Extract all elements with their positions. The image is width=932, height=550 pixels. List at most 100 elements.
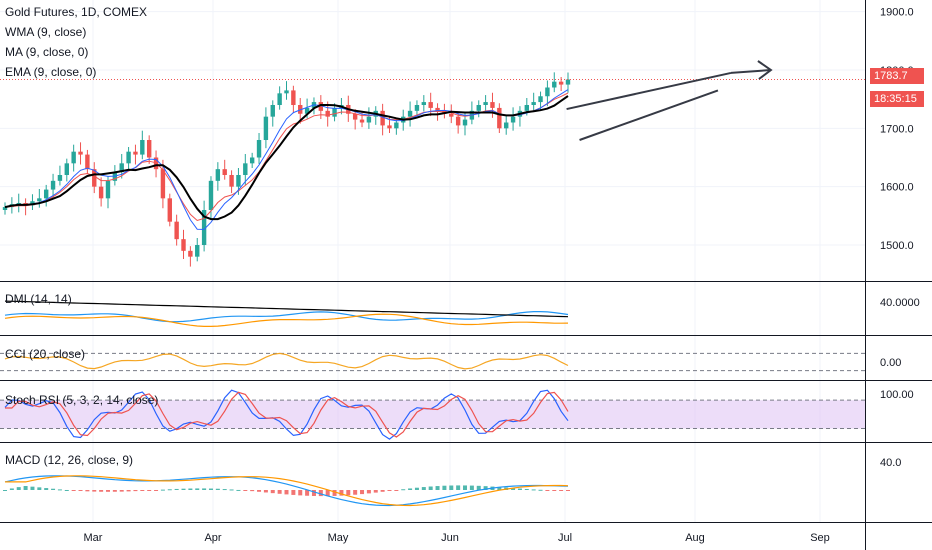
macd-histogram-bar [160,489,165,491]
candle-body [394,122,399,129]
macd-histogram-bar [44,488,49,490]
macd-histogram-bar [566,490,570,491]
last-price-label: 1783.7 [870,68,924,84]
macd-histogram-bar [531,489,536,491]
macd-histogram-bar [30,486,35,490]
candle-body [414,105,420,111]
legend-ema: EMA (9, close, 0) [5,65,97,79]
macd-histogram-bar [291,490,296,495]
macd-histogram-bar [360,490,365,495]
macd-histogram-bar [428,486,433,490]
arrow-line [730,69,771,74]
macd-histogram-bar [449,485,454,490]
candle-body [140,140,145,155]
candle-body [64,163,69,175]
legend-wma: WMA (9, close) [5,25,87,39]
candle-body [284,90,289,94]
macd-histogram-bar [414,487,419,490]
macd-histogram-bar [208,488,213,490]
candle-body [497,107,502,129]
candle-body [277,93,282,105]
dmi-axis-label: 40.0000 [880,297,920,309]
candle-body [160,169,166,199]
candle-body [92,169,97,187]
dmi-label: DMI (14, 14) [5,292,72,306]
macd-histogram-bar [236,489,241,491]
dmi-plus-line [4,311,569,323]
macd-histogram-bar [119,490,124,492]
candle-body [304,107,310,114]
macd-histogram-bar [257,490,262,492]
macd-histogram-bar [250,490,255,492]
macd-histogram-bar [112,490,117,492]
candle-body [455,116,461,126]
candle-body [504,122,509,129]
candle-body [126,151,131,164]
time-tick-label: Sep [810,532,830,544]
macd-histogram-bar [346,490,351,496]
macd-histogram-bar [456,485,461,490]
legend-ma: MA (9, close, 0) [5,45,89,59]
candle-body [359,119,365,123]
candle-body [524,105,530,111]
stoch-label: Stoch RSI (5, 3, 2, 14, close) [5,393,159,407]
time-tick-label: Jun [441,532,459,544]
macd-histogram-bar [469,485,474,490]
macd-histogram-bar [421,487,426,490]
macd-histogram-bar [511,488,516,490]
candle-body [222,169,227,175]
macd-histogram-bar [71,490,76,491]
candle-body [449,113,454,117]
macd-histogram-bar [270,490,275,494]
candle-body [215,169,221,181]
candle-body [119,163,124,173]
macd-histogram-bar [401,489,406,491]
dmi-minus-line [4,313,569,327]
time-tick-label: Mar [84,532,103,544]
macd-histogram-bar [483,486,488,490]
candle-body [133,151,138,155]
stoch-axis-label: 100.00 [880,389,914,401]
cci-label: CCI (20, close) [5,347,86,361]
price-tick-label: 1900.0 [880,7,914,19]
macd-histogram-bar [105,490,110,492]
candle-body [263,116,269,140]
macd-histogram-bar [332,490,337,496]
macd-histogram-bar [524,488,529,490]
candle-body [531,102,536,105]
candle-body [545,87,550,97]
macd-histogram-bar [9,488,14,490]
macd-histogram-bar [147,490,152,491]
candle-body [146,140,152,158]
adx-line [4,300,569,318]
macd-histogram-bar [64,489,69,491]
arrow-head [757,60,773,80]
macd-histogram-bar [373,490,378,493]
candle-body [201,210,207,245]
candle-body [476,105,481,111]
stoch-k-line [4,389,569,440]
candle-body [332,107,337,117]
time-tick-label: May [328,532,349,544]
candle-body [565,79,571,85]
macd-histogram-bar [442,485,447,490]
macd-histogram-bar [497,487,502,490]
macd-histogram-bar [215,488,220,490]
macd-histogram-bar [243,490,248,491]
macd-histogram-bar [57,489,62,491]
upper-trendline [566,71,732,111]
candle-body [538,96,543,103]
candle-body [318,102,324,111]
candle-body [352,113,358,120]
macd-histogram-bar [154,490,159,491]
candle-body [2,207,8,210]
signal-line [5,475,569,507]
candle-body [510,116,516,123]
candle-body [229,175,234,187]
candle-body [270,105,275,117]
macd-histogram-bar [325,490,330,497]
candle-body [490,102,495,108]
macd-histogram-bar [353,490,358,495]
macd-histogram-bar [188,488,193,490]
candle-body [188,250,193,257]
